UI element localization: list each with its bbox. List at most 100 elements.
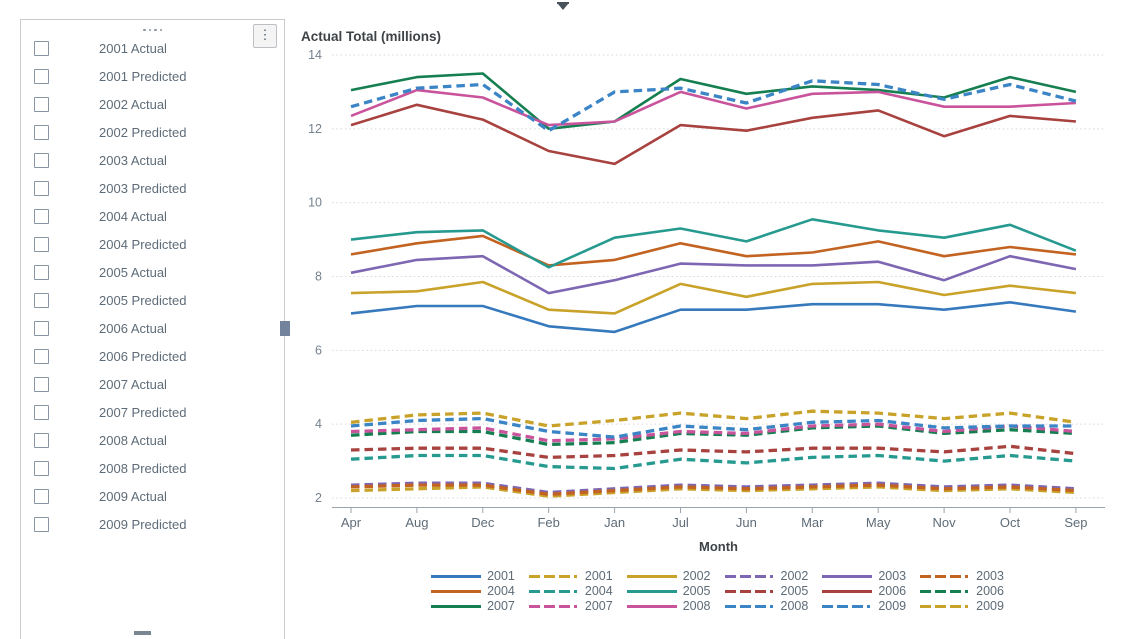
legend-swatch-solid (431, 575, 482, 578)
series-list-item[interactable]: 2003 Actual (21, 146, 284, 174)
series-line-2008-predicted[interactable] (350, 416, 1076, 439)
series-line-2001-predicted[interactable] (350, 485, 1076, 498)
legend-row: 2007 2007 2008 2008 2009 2009 (424, 599, 1011, 614)
series-list-item[interactable]: 2007 Actual (21, 370, 284, 398)
series-checkbox[interactable] (34, 488, 49, 504)
series-checkbox[interactable] (34, 96, 49, 112)
legend-swatch-dashed (920, 590, 971, 593)
legend-item[interactable]: 2009 (920, 599, 1004, 614)
series-checkbox[interactable] (34, 152, 49, 168)
legend-item[interactable]: 2004 (528, 584, 613, 599)
legend-row: 2001 2001 2002 2002 2003 2003 (424, 569, 1011, 584)
legend-item[interactable]: 2007 (431, 599, 515, 614)
series-list-item[interactable]: 2008 Predicted (21, 454, 284, 482)
series-label: 2002 Predicted (99, 124, 187, 140)
legend-item[interactable]: 2001 (431, 569, 515, 584)
collapse-chevron-icon[interactable] (557, 2, 569, 11)
legend-swatch-solid (822, 575, 873, 578)
series-checkbox[interactable] (34, 320, 49, 336)
series-checkbox[interactable] (34, 460, 49, 476)
legend-label: 2008 (682, 599, 711, 613)
series-checkbox[interactable] (34, 292, 49, 308)
series-line-2004-actual[interactable] (350, 234, 1077, 267)
panel-resize-handle-right[interactable] (280, 321, 290, 336)
series-checkbox[interactable] (34, 180, 49, 196)
series-checkbox[interactable] (34, 404, 49, 420)
legend-label: 2009 (878, 599, 907, 613)
series-checkbox[interactable] (34, 68, 49, 84)
series-line-2005-actual[interactable] (350, 218, 1077, 269)
series-checkbox[interactable] (34, 348, 49, 364)
series-list-item[interactable]: 2009 Actual (21, 482, 284, 510)
series-line-2009-actual[interactable] (350, 79, 1077, 133)
series-line-2001-actual[interactable] (350, 300, 1077, 334)
legend-label: 2006 (878, 584, 907, 598)
legend-item[interactable]: 2002 (724, 569, 808, 584)
series-list-item[interactable]: 2004 Actual (21, 202, 284, 230)
legend-item[interactable]: 2004 (431, 584, 515, 599)
legend-swatch-dashed (724, 605, 775, 608)
series-line-2006-predicted[interactable] (350, 424, 1076, 447)
series-label: 2003 Actual (99, 152, 167, 168)
x-tick-label: May (866, 515, 891, 530)
panel-resize-handle-bottom[interactable] (134, 631, 151, 635)
legend-item[interactable]: 2006 (920, 584, 1004, 599)
legend-item[interactable]: 2003 (920, 569, 1004, 584)
series-checkbox[interactable] (34, 40, 49, 56)
series-list-item[interactable]: 2002 Actual (21, 90, 284, 118)
panel-menu-button[interactable]: ⋮ (253, 24, 277, 48)
series-checkbox[interactable] (34, 376, 49, 392)
series-checkbox[interactable] (34, 516, 49, 532)
x-tick-label: Jul (672, 515, 689, 530)
series-line-2006-actual[interactable] (350, 103, 1077, 166)
series-line-2004-predicted[interactable] (350, 453, 1077, 471)
series-line-2003-predicted[interactable] (350, 483, 1076, 496)
legend-item[interactable]: 2003 (822, 569, 906, 584)
legend-item[interactable]: 2005 (724, 584, 808, 599)
legend-item[interactable]: 2006 (822, 584, 906, 599)
line-chart[interactable]: 14 12 10 8 6 4 2 Apr Aug Dec Feb Jan Jul Jun Mar May Nov… (290, 0, 1127, 560)
legend-swatch-dashed (724, 590, 775, 593)
series-list-item[interactable]: 2003 Predicted (21, 174, 284, 202)
series-list-item[interactable]: 2007 Predicted (21, 398, 284, 426)
series-checkbox[interactable] (34, 236, 49, 252)
legend-item[interactable]: 2007 (528, 599, 613, 614)
x-tick-label: Dec (471, 515, 495, 530)
legend-item[interactable]: 2008 (724, 599, 808, 614)
series-list-item[interactable]: 2004 Predicted (21, 230, 284, 258)
legend-swatch-dashed (528, 575, 579, 578)
chart-legend: 2001 2001 2002 2002 2003 2003 2004 2004 2005 2005… (330, 569, 1105, 614)
series-checkbox[interactable] (34, 208, 49, 224)
legend-item[interactable]: 2009 (822, 599, 906, 614)
series-list-item[interactable]: 2006 Predicted (21, 342, 284, 370)
legend-label: 2004 (584, 584, 613, 598)
series-list-item[interactable]: 2009 Predicted (21, 510, 284, 538)
x-tick-label: Nov (933, 515, 957, 530)
series-line-2008-actual[interactable] (350, 88, 1076, 127)
legend-swatch-solid (626, 575, 677, 578)
legend-item[interactable]: 2008 (626, 599, 711, 614)
series-line-2003-actual[interactable] (350, 254, 1077, 295)
y-tick-label: 14 (308, 48, 322, 62)
series-list-item[interactable]: 2001 Predicted (21, 62, 284, 90)
drag-handle-icon[interactable] (21, 26, 284, 34)
legend-item[interactable]: 2002 (626, 569, 711, 584)
series-checkbox[interactable] (34, 432, 49, 448)
series-label: 2007 Predicted (99, 404, 187, 420)
y-tick-label: 10 (308, 196, 322, 210)
legend-item[interactable]: 2001 (528, 569, 613, 584)
series-list-item[interactable]: 2005 Predicted (21, 286, 284, 314)
series-line-2002-actual[interactable] (350, 280, 1077, 315)
series-checkbox[interactable] (34, 264, 49, 280)
legend-swatch-dashed (724, 575, 775, 578)
legend-item[interactable]: 2005 (626, 584, 711, 599)
series-label: 2009 Predicted (99, 516, 187, 532)
series-checkbox[interactable] (34, 124, 49, 140)
series-list-item[interactable]: 2002 Predicted (21, 118, 284, 146)
series-list-item[interactable]: 2005 Actual (21, 258, 284, 286)
series-list-item[interactable]: 2006 Actual (21, 314, 284, 342)
series-line-2007-actual[interactable] (350, 72, 1077, 131)
series-list-item[interactable]: 2008 Actual (21, 426, 284, 454)
series-line-2009-predicted[interactable] (350, 409, 1077, 428)
series-list-item[interactable]: 2001 Actual (21, 34, 284, 62)
